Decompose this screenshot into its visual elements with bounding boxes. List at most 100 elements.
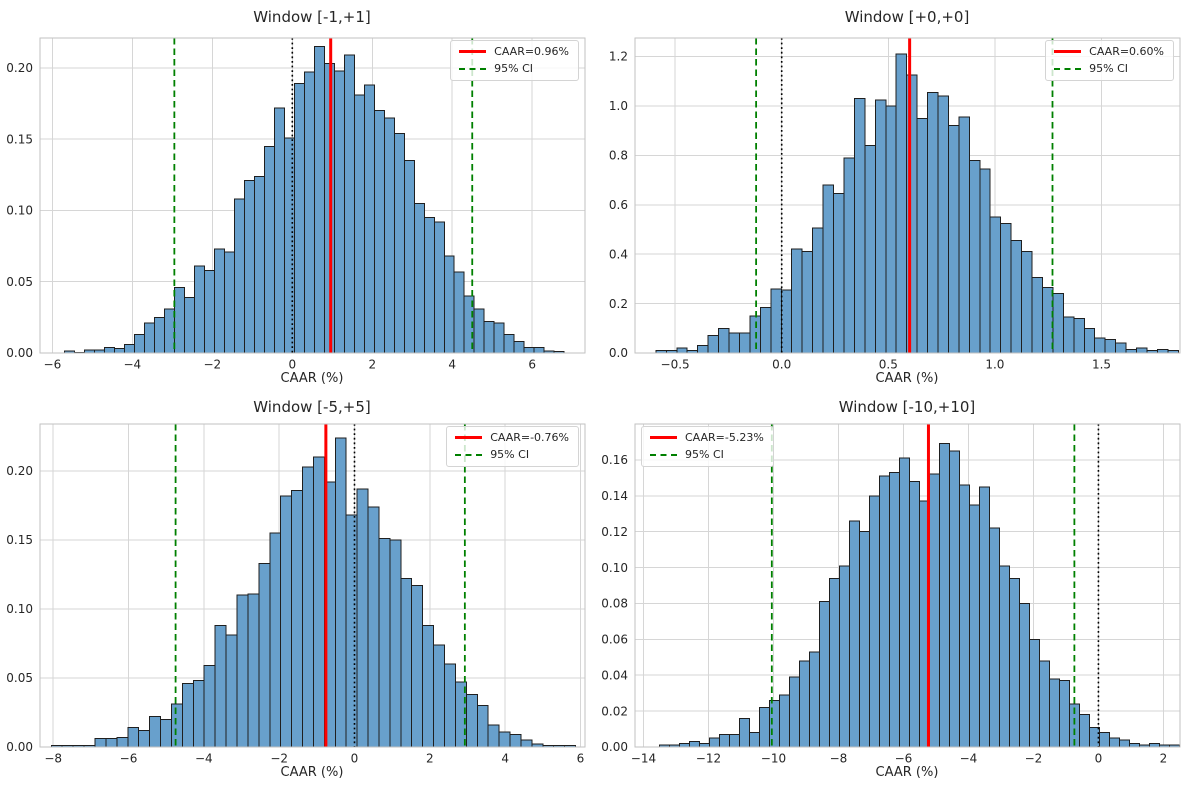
histogram-bar <box>1038 660 1050 748</box>
histogram-bar <box>203 269 215 354</box>
histogram-bar <box>1128 742 1140 748</box>
histogram-bar <box>258 562 271 748</box>
axes-frame <box>634 423 1181 748</box>
histogram-bar <box>363 84 375 354</box>
histogram-bar <box>367 506 380 748</box>
x-tick-label: −0.5 <box>661 358 690 372</box>
y-tick-label: 0.10 <box>601 561 628 575</box>
histogram-bar <box>393 132 405 354</box>
y-tick-label: 0.05 <box>6 275 33 289</box>
histogram-bar <box>895 53 908 354</box>
y-tick-label: 0.00 <box>6 346 33 360</box>
x-tick-label: −6 <box>44 358 62 372</box>
ci-line-sample-icon <box>459 67 487 70</box>
histogram-bar <box>749 315 761 354</box>
legend-caar-label: CAAR=0.96% <box>494 45 569 58</box>
legend-ci-entry: 95% CI <box>459 62 569 75</box>
y-tick-label: 0.4 <box>609 247 628 261</box>
histogram-bar <box>233 198 245 354</box>
ci-line-sample-icon <box>1054 67 1082 70</box>
histogram-bar <box>116 736 129 748</box>
histogram-bar <box>533 346 545 354</box>
histogram-bar <box>791 248 803 354</box>
legend-ci-entry: 95% CI <box>455 448 569 461</box>
x-tick-label: 0.5 <box>879 358 898 372</box>
histogram-bar <box>947 125 960 354</box>
x-tick-label: −2 <box>270 752 288 766</box>
histogram-bar <box>225 634 238 748</box>
histogram-bar <box>679 742 691 748</box>
x-tick-label: 4 <box>448 358 456 372</box>
x-tick-label: −6 <box>120 752 138 766</box>
legend-ci-label: 95% CI <box>1089 62 1129 75</box>
x-tick-label: 4 <box>501 752 509 766</box>
histogram-bar <box>739 717 751 748</box>
histogram-bar <box>343 54 355 354</box>
x-tick-label: −12 <box>696 752 721 766</box>
histogram-bar <box>333 70 345 354</box>
histogram-bar <box>874 99 887 354</box>
histogram-bar <box>1031 277 1043 354</box>
panel-1-legend: CAAR=0.96% 95% CI <box>450 40 579 81</box>
histogram-bar <box>465 694 478 748</box>
histogram-bar <box>709 737 721 748</box>
histogram-bar <box>236 594 249 748</box>
histogram-bar <box>718 327 730 354</box>
histogram-bar <box>94 738 107 748</box>
histogram-bar <box>929 473 941 748</box>
histogram-bar <box>927 91 939 354</box>
histogram-bar <box>697 345 709 354</box>
histogram-bar <box>312 456 325 748</box>
panel-1-title: Window [-1,+1] <box>253 8 371 26</box>
histogram-bar <box>707 335 720 354</box>
legend-ci-entry: 95% CI <box>1054 62 1164 75</box>
x-tick-label: −2 <box>203 358 221 372</box>
y-tick-label: 0.06 <box>601 633 628 647</box>
histogram-bar <box>291 489 304 748</box>
x-tick-label: −14 <box>631 752 656 766</box>
y-tick-label: 0.00 <box>6 740 33 754</box>
histogram-bar <box>153 316 165 354</box>
histogram-bar <box>181 683 194 748</box>
panel-1-plot: −6 −4 −2 0 2 4 6 0.00 0.05 0.10 0.15 0.20 <box>6 37 586 372</box>
x-tick-label: −2 <box>1025 752 1043 766</box>
histogram-bar <box>353 94 365 354</box>
histogram-bar <box>1104 338 1117 354</box>
y-tick-label: 0.14 <box>601 489 628 503</box>
histogram-bar <box>779 694 791 748</box>
histogram-bar <box>373 110 385 354</box>
histogram-bar <box>1052 293 1064 354</box>
legend-caar-entry: CAAR=-0.76% <box>455 431 569 444</box>
panel-2-plot: −0.5 0.0 0.5 1.0 1.5 0.0 0.2 0.4 0.6 0.8 1.0 1.2 <box>609 37 1181 372</box>
histogram-bar <box>801 251 814 354</box>
histogram-bar <box>1010 240 1023 354</box>
histogram-bar <box>889 471 901 748</box>
histogram-bar <box>699 742 711 748</box>
histogram-bar <box>719 733 731 748</box>
histogram-bar <box>487 724 500 748</box>
panel-3-title: Window [-5,+5] <box>253 398 371 416</box>
y-tick-label: 0.8 <box>609 149 628 163</box>
y-tick-label: 0.15 <box>6 132 33 146</box>
histogram-bar <box>1021 251 1033 354</box>
histogram-bar <box>302 466 314 748</box>
histogram-bar <box>513 341 525 354</box>
histogram-bar <box>269 532 282 748</box>
histogram-bar <box>503 333 515 354</box>
x-tick-label: 6 <box>528 358 536 372</box>
histogram-bar <box>334 437 347 748</box>
histogram-bar <box>476 705 489 748</box>
histogram-bar <box>829 577 841 748</box>
histogram-bar <box>1073 317 1085 354</box>
histogram-bar <box>998 565 1010 748</box>
panel-4-plot: −14 −12 −10 −8 −6 −4 −2 0 2 0.00 0.02 0.04 0.06 0.08 0… <box>601 423 1181 766</box>
histogram-bar <box>869 495 881 748</box>
x-tick-label: 2 <box>426 752 434 766</box>
y-tick-label: 1.2 <box>609 50 628 64</box>
x-tick-label: −8 <box>830 752 848 766</box>
histogram-bar <box>853 98 866 354</box>
histogram-bar <box>1062 316 1075 354</box>
histogram-bar <box>413 202 425 354</box>
histogram-bar <box>676 347 688 354</box>
histogram-bar <box>1000 222 1012 354</box>
